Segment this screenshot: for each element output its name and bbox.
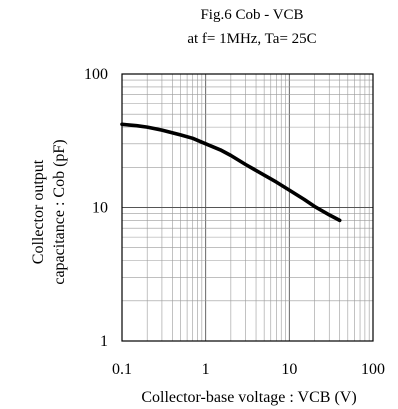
plot-frame — [121, 73, 374, 342]
y-tick-label: 1 — [100, 333, 108, 350]
y-axis-label-line1: Collector output — [30, 159, 47, 264]
chart-subtitle: at f= 1MHz, Ta= 25C — [187, 31, 316, 47]
x-tick-label: 0.1 — [112, 361, 132, 378]
y-axis-label-line2: capacitance : Cob (pF) — [51, 139, 68, 284]
x-tick-label: 10 — [281, 361, 297, 378]
chart-title: Fig.6 Cob - VCB — [200, 7, 303, 23]
x-axis-label: Collector-base voltage : VCB (V) — [141, 389, 356, 406]
x-tick-labels: 0.1 1 10 100 — [112, 361, 385, 378]
grid — [122, 74, 373, 341]
y-tick-label: 100 — [84, 66, 108, 83]
x-tick-label: 1 — [202, 361, 210, 378]
y-tick-label: 10 — [92, 200, 108, 217]
x-tick-label: 100 — [361, 361, 385, 378]
series-line-0 — [120, 122, 342, 223]
y-tick-labels: 1 10 100 — [84, 66, 108, 350]
series-group — [120, 122, 342, 223]
